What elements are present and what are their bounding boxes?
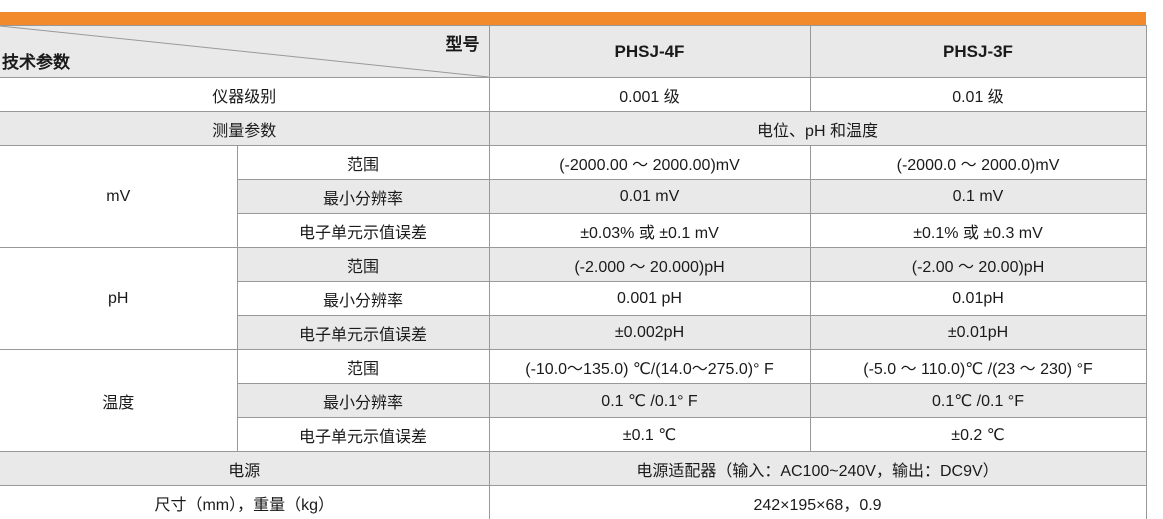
value-phsj4f: 0.001 级 bbox=[488, 77, 811, 112]
value-merged: 242×195×68，0.9 bbox=[488, 485, 1147, 519]
value-phsj3f: (-5.0 ～ 110.0)℃ /(23 ～ 230) °F bbox=[809, 349, 1147, 384]
row-temp-range: 温度 范围 (-10.0～135.0) ℃/(14.0～275.0)° F (-… bbox=[0, 349, 1147, 452]
row-instrument-level: 仪器级别 0.001 级 0.01 级 bbox=[0, 77, 1147, 112]
param-label: 最小分辨率 bbox=[236, 179, 490, 214]
value-phsj3f: ±0.01pH bbox=[809, 315, 1147, 350]
group-label-mv: mV bbox=[0, 145, 238, 248]
diagonal-divider-line bbox=[0, 26, 489, 77]
param-label: 范围 bbox=[236, 349, 490, 384]
param-label: 电子单元示值误差 bbox=[236, 213, 490, 248]
param-label: 最小分辨率 bbox=[236, 281, 490, 316]
param-label: 范围 bbox=[236, 145, 490, 180]
accent-top-bar bbox=[0, 12, 1146, 25]
value-phsj4f: (-2.000 ～ 20.000)pH bbox=[488, 247, 811, 282]
value-phsj3f: 0.01pH bbox=[809, 281, 1147, 316]
param-label: 范围 bbox=[236, 247, 490, 282]
column-header-phsj4f: PHSJ-4F bbox=[488, 25, 811, 78]
group-label-temperature: 温度 bbox=[0, 349, 238, 452]
value-merged: 电源适配器（输入：AC100~240V，输出：DC9V） bbox=[488, 451, 1147, 486]
row-ph-range: pH 范围 (-2.000 ～ 20.000)pH (-2.00 ～ 20.00… bbox=[0, 247, 1147, 350]
value-phsj3f: (-2.00 ～ 20.00)pH bbox=[809, 247, 1147, 282]
param-label: 电子单元示值误差 bbox=[236, 315, 490, 350]
row-dimensions: 尺寸（mm），重量（kg） 242×195×68，0.9 bbox=[0, 485, 1147, 519]
value-phsj3f: ±0.1% 或 ±0.3 mV bbox=[809, 213, 1147, 248]
row-mv-range: mV 范围 (-2000.00 ～ 2000.00)mV (-2000.0 ～ … bbox=[0, 145, 1147, 248]
value-phsj3f: 0.01 级 bbox=[809, 77, 1147, 112]
spec-table: 型号 技术参数 PHSJ-4F PHSJ-3F 仪器级别 0.001 级 0.0… bbox=[0, 25, 1147, 519]
column-header-phsj3f: PHSJ-3F bbox=[809, 25, 1147, 78]
row-label: 测量参数 bbox=[0, 111, 490, 146]
value-phsj3f: (-2000.0 ～ 2000.0)mV bbox=[809, 145, 1147, 180]
row-mv-error: 电子单元示值误差 ±0.03% 或 ±0.1 mV ±0.1% 或 ±0.3 m… bbox=[0, 213, 1147, 248]
table-header-row: 型号 技术参数 PHSJ-4F PHSJ-3F bbox=[0, 25, 1147, 78]
value-phsj4f: ±0.03% 或 ±0.1 mV bbox=[488, 213, 811, 248]
corner-cell: 型号 技术参数 bbox=[0, 25, 490, 78]
value-merged: 电位、pH 和温度 bbox=[488, 111, 1147, 146]
param-label: 电子单元示值误差 bbox=[236, 417, 490, 452]
value-phsj3f: 0.1 mV bbox=[809, 179, 1147, 214]
param-label: 最小分辨率 bbox=[236, 383, 490, 418]
row-label: 仪器级别 bbox=[0, 77, 490, 112]
value-phsj4f: ±0.1 ℃ bbox=[488, 417, 811, 452]
value-phsj4f: 0.001 pH bbox=[488, 281, 811, 316]
row-label: 尺寸（mm），重量（kg） bbox=[0, 485, 490, 519]
value-phsj3f: ±0.2 ℃ bbox=[809, 417, 1147, 452]
value-phsj4f: 0.1 ℃ /0.1° F bbox=[488, 383, 811, 418]
value-phsj4f: (-10.0～135.0) ℃/(14.0～275.0)° F bbox=[488, 349, 811, 384]
row-mv-resolution: 最小分辨率 0.01 mV 0.1 mV bbox=[0, 179, 1147, 214]
model-header-label: 型号 bbox=[445, 35, 480, 54]
tech-params-header-label: 技术参数 bbox=[2, 53, 70, 72]
value-phsj4f: (-2000.00 ～ 2000.00)mV bbox=[488, 145, 811, 180]
row-temp-resolution: 最小分辨率 0.1 ℃ /0.1° F 0.1℃ /0.1 °F bbox=[0, 383, 1147, 418]
row-label: 电源 bbox=[0, 451, 490, 486]
group-label-ph: pH bbox=[0, 247, 238, 350]
value-phsj4f: ±0.002pH bbox=[488, 315, 811, 350]
row-ph-resolution: 最小分辨率 0.001 pH 0.01pH bbox=[0, 281, 1147, 316]
value-phsj4f: 0.01 mV bbox=[488, 179, 811, 214]
value-phsj3f: 0.1℃ /0.1 °F bbox=[809, 383, 1147, 418]
row-power: 电源 电源适配器（输入：AC100~240V，输出：DC9V） bbox=[0, 451, 1147, 486]
row-measure-params: 测量参数 电位、pH 和温度 bbox=[0, 111, 1147, 146]
row-ph-error: 电子单元示值误差 ±0.002pH ±0.01pH bbox=[0, 315, 1147, 350]
